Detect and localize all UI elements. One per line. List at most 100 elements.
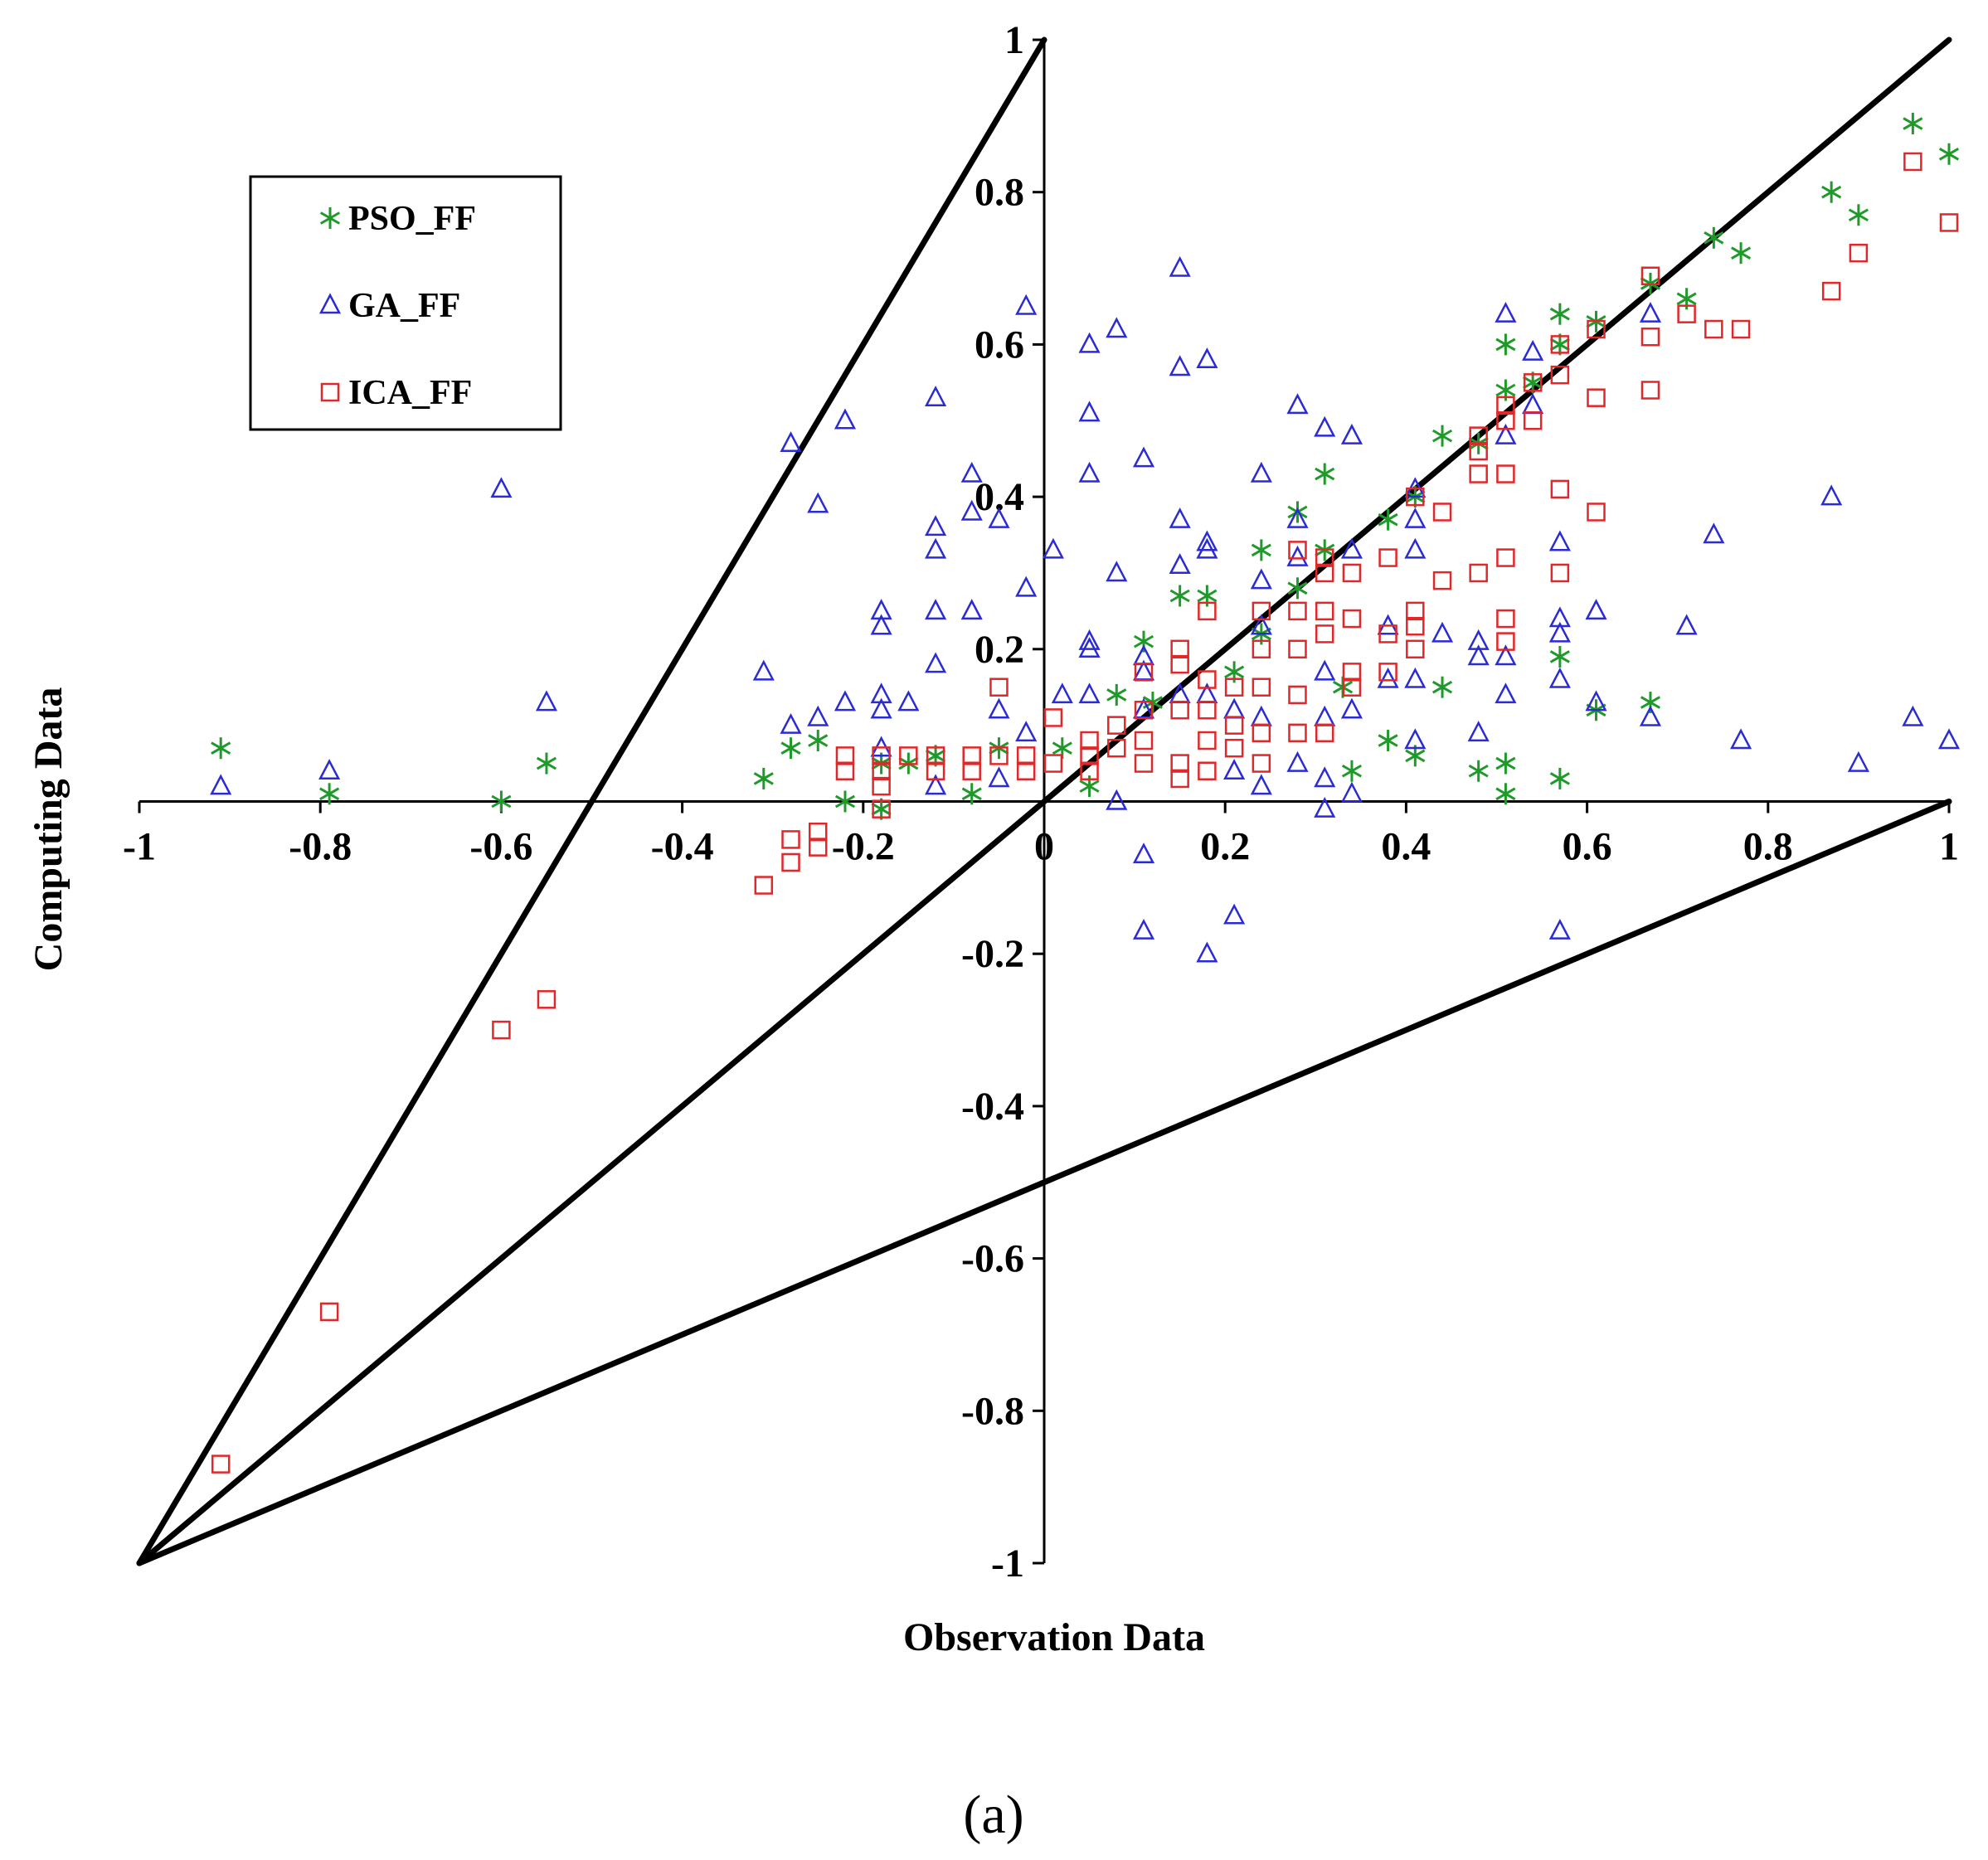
data-point	[1468, 760, 1489, 782]
legend: PSO_FF GA_FF ICA_FF	[249, 175, 562, 431]
data-point	[1132, 446, 1155, 468]
data-point	[1132, 918, 1155, 940]
data-point	[781, 852, 800, 872]
data-point	[1639, 301, 1662, 323]
data-point	[1495, 301, 1517, 323]
data-point	[1224, 716, 1244, 735]
data-point	[1496, 411, 1515, 430]
x-tick-label: -0.4	[651, 825, 714, 869]
x-tick-label: -1	[123, 825, 156, 869]
data-point	[1404, 537, 1427, 559]
data-point	[807, 492, 829, 513]
data-point	[1523, 411, 1543, 430]
y-tick-label: 1	[1004, 18, 1024, 62]
data-point	[835, 746, 855, 765]
data-point	[1286, 507, 1309, 528]
data-point	[962, 761, 981, 781]
data-point	[1287, 577, 1308, 600]
data-point	[1496, 548, 1515, 567]
data-point	[1378, 508, 1398, 531]
data-point	[1377, 667, 1399, 688]
data-point	[1170, 701, 1189, 720]
data-point	[1340, 697, 1363, 719]
data-point	[809, 822, 828, 842]
data-point	[925, 599, 947, 620]
data-point	[897, 690, 920, 711]
data-point	[1847, 750, 1869, 772]
data-point	[1170, 769, 1189, 789]
data-point	[1704, 226, 1724, 249]
data-point	[1340, 537, 1363, 559]
data-point	[1639, 705, 1662, 726]
data-point	[1198, 761, 1217, 781]
data-point	[1198, 731, 1217, 750]
data-point	[988, 507, 1010, 528]
data-point	[1431, 425, 1453, 447]
data-point	[1314, 766, 1336, 788]
legend-item-ICA_FF: ICA_FF	[320, 374, 472, 412]
data-point	[754, 876, 774, 895]
data-point	[1015, 294, 1038, 315]
data-point	[925, 652, 947, 673]
x-tick-label: 0	[1034, 825, 1054, 869]
data-point	[1134, 701, 1154, 720]
data-point	[1549, 645, 1570, 668]
data-point	[1496, 464, 1515, 483]
data-point	[926, 761, 945, 781]
data-point	[1170, 654, 1189, 674]
data-point	[1378, 548, 1397, 567]
data-point	[1730, 728, 1752, 750]
data-point	[211, 1454, 231, 1474]
data-point	[1704, 319, 1723, 339]
data-point	[1406, 616, 1425, 636]
data-point	[962, 746, 981, 765]
data-point	[319, 1302, 339, 1322]
data-point	[490, 477, 513, 498]
data-point	[1342, 677, 1362, 697]
data-point	[318, 759, 341, 780]
legend-item-PSO_FF: PSO_FF	[319, 200, 476, 238]
data-point	[1495, 752, 1516, 775]
data-point	[1106, 317, 1128, 338]
data-point	[1378, 730, 1398, 752]
data-point	[1315, 563, 1334, 583]
data-point	[1432, 503, 1452, 522]
y-axis-title: Computing Data	[27, 687, 70, 972]
data-point	[210, 774, 232, 795]
data-point	[1196, 537, 1218, 559]
data-point	[1015, 721, 1038, 742]
data-point	[1169, 255, 1191, 277]
x-tick-label: 0.6	[1563, 825, 1612, 869]
data-point	[1288, 723, 1307, 743]
legend-marker	[319, 207, 341, 229]
data-point	[1495, 682, 1517, 704]
data-point	[1198, 670, 1217, 689]
data-point	[1406, 601, 1425, 621]
data-point	[1223, 697, 1246, 719]
data-point	[752, 659, 775, 681]
data-point	[1170, 754, 1189, 773]
data-point	[1495, 783, 1516, 805]
data-point	[536, 752, 557, 775]
x-tick-label: -0.2	[832, 825, 895, 869]
data-point	[1467, 644, 1490, 666]
data-point	[1587, 319, 1606, 339]
x-tick-label: 0.2	[1200, 825, 1250, 869]
data-point	[1548, 621, 1571, 643]
data-point	[1314, 659, 1336, 681]
x-tick-label: -0.8	[289, 825, 352, 869]
data-points	[210, 113, 1961, 1474]
data-point	[925, 515, 947, 537]
data-point	[925, 774, 947, 795]
data-point	[1848, 204, 1869, 226]
y-tick-label: -0.8	[961, 1389, 1024, 1433]
data-point	[1903, 113, 1923, 135]
data-point	[988, 697, 1010, 719]
x-axis-title: Observation Data	[903, 1615, 1205, 1659]
data-point	[1314, 796, 1336, 818]
data-point	[780, 737, 801, 760]
data-point	[535, 690, 558, 711]
data-point	[1196, 941, 1218, 963]
data-point	[925, 386, 947, 406]
data-point	[1315, 723, 1334, 743]
